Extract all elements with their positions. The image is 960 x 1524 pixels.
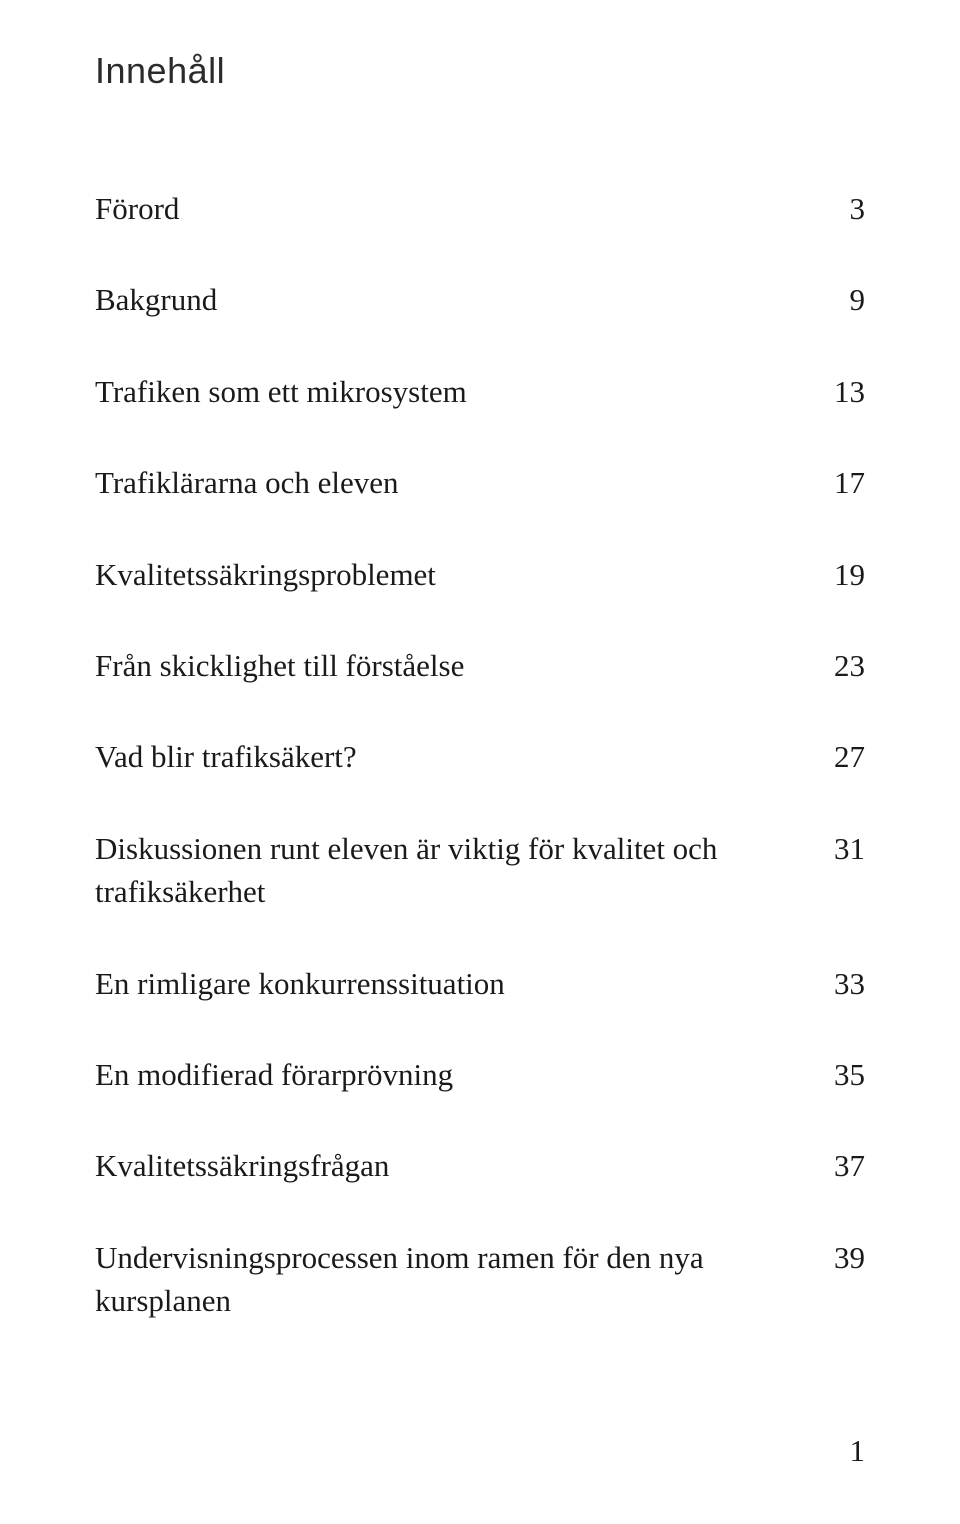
toc-entry-title: Vad blir trafiksäkert? [95,735,815,778]
toc-entry-page: 23 [815,644,865,687]
toc-entry-title: En rimligare konkurrenssituation [95,962,815,1005]
toc-entry-title: Bakgrund [95,278,815,321]
toc-entry-page: 9 [815,278,865,321]
toc-entry-page: 37 [815,1144,865,1187]
toc-entry: Vad blir trafiksäkert? 27 [95,735,865,778]
table-of-contents: Förord 3 Bakgrund 9 Trafiken som ett mik… [95,187,865,1370]
toc-entry: Trafiklärarna och eleven 17 [95,461,865,504]
toc-entry-page: 19 [815,553,865,596]
page-title: Innehåll [95,50,865,92]
toc-entry: Kvalitetssäkringsproblemet 19 [95,553,865,596]
toc-entry: Från skicklighet till förståelse 23 [95,644,865,687]
toc-entry-title: Trafiklärarna och eleven [95,461,815,504]
toc-entry-page: 27 [815,735,865,778]
toc-entry-title: Kvalitetssäkringsproblemet [95,553,815,596]
toc-entry: Förord 3 [95,187,865,230]
toc-entry-title: Undervisningsprocessen inom ramen för de… [95,1236,815,1323]
toc-entry-title: Trafiken som ett mikrosystem [95,370,815,413]
toc-entry-title: En modifierad förarprövning [95,1053,815,1096]
toc-entry-title: Från skicklighet till förståelse [95,644,815,687]
toc-entry: Bakgrund 9 [95,278,865,321]
toc-entry-page: 17 [815,461,865,504]
toc-entry-page: 33 [815,962,865,1005]
toc-entry-page: 3 [815,187,865,230]
toc-entry: Kvalitetssäkringsfrågan 37 [95,1144,865,1187]
toc-entry-page: 13 [815,370,865,413]
toc-entry: Diskussionen runt eleven är viktig för k… [95,827,865,914]
toc-entry: En rimligare konkurrenssituation 33 [95,962,865,1005]
toc-entry: Trafiken som ett mikrosystem 13 [95,370,865,413]
toc-entry: En modifierad förarprövning 35 [95,1053,865,1096]
toc-entry-title: Kvalitetssäkringsfrågan [95,1144,815,1187]
toc-entry-title: Diskussionen runt eleven är viktig för k… [95,827,815,914]
toc-entry-page: 35 [815,1053,865,1096]
page-number: 1 [850,1433,866,1469]
toc-entry-page: 31 [815,827,865,870]
toc-entry: Undervisningsprocessen inom ramen för de… [95,1236,865,1323]
toc-entry-page: 39 [815,1236,865,1279]
toc-entry-title: Förord [95,187,815,230]
